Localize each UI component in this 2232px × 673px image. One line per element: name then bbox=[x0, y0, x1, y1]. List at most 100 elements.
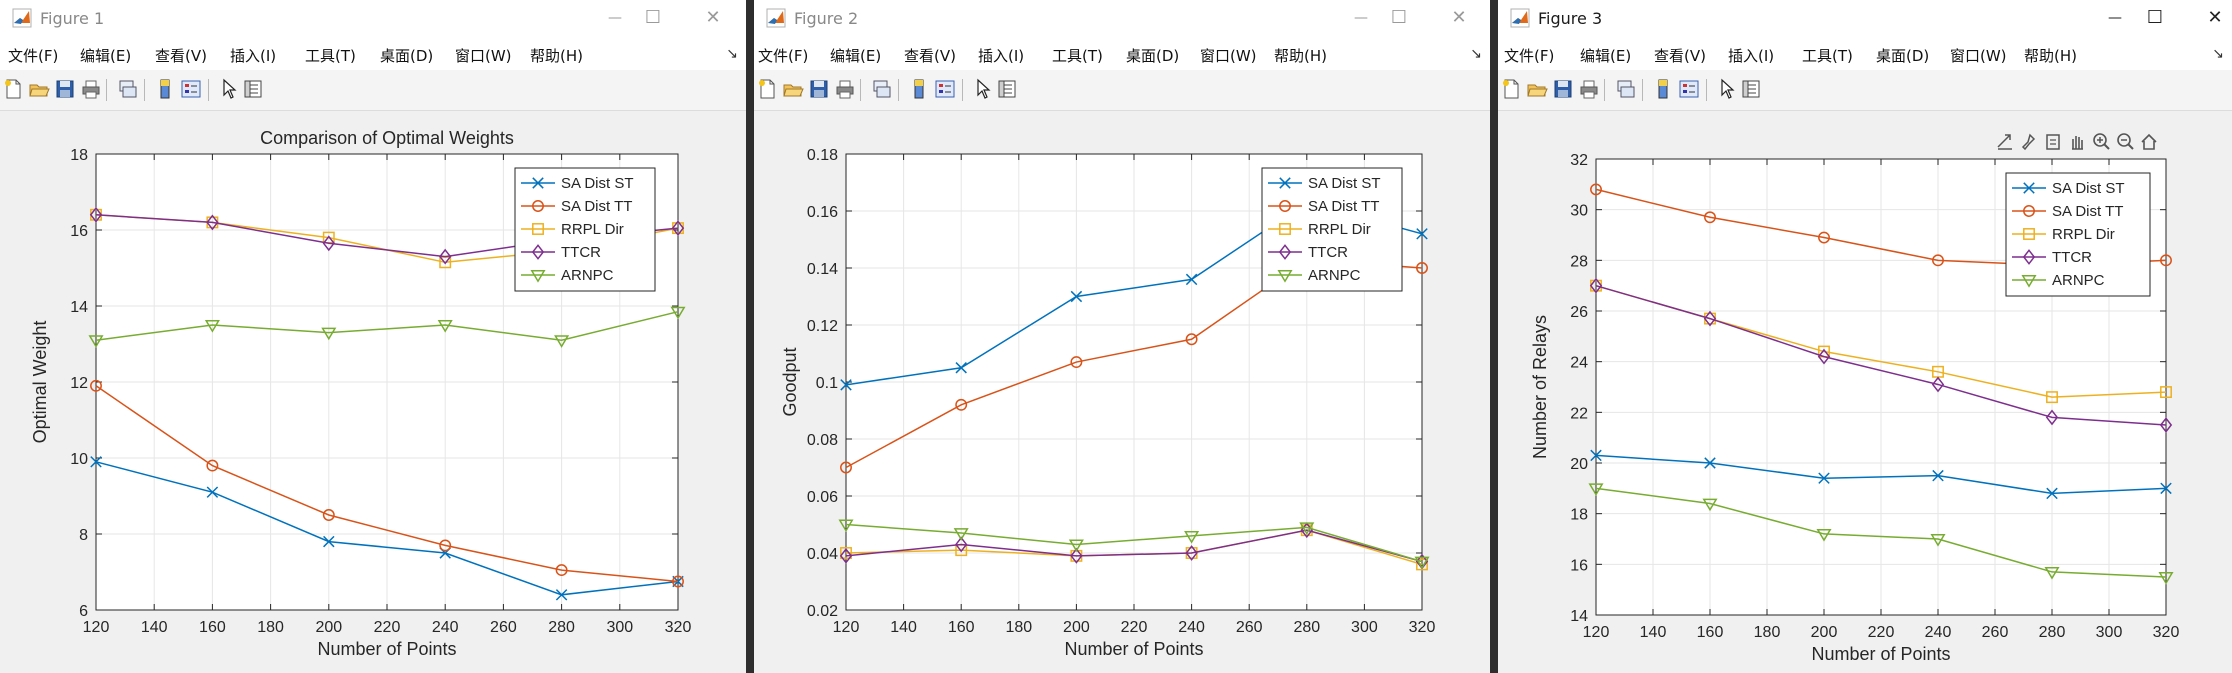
open-file-button[interactable] bbox=[782, 78, 804, 100]
y-tick-label: 6 bbox=[79, 603, 88, 620]
property-inspector-button[interactable] bbox=[996, 78, 1018, 100]
menu-item[interactable]: 编辑(E) bbox=[1580, 47, 1632, 65]
colorbar-button[interactable] bbox=[154, 78, 176, 100]
title-bar[interactable]: Figure 3 — ☐ ✕ bbox=[1498, 0, 2232, 36]
x-tick-label: 260 bbox=[490, 619, 517, 636]
legend-button[interactable] bbox=[934, 78, 956, 100]
print-button[interactable] bbox=[834, 78, 856, 100]
figure-canvas[interactable]: 120 140 160 180 200 220 240 260 280 300 320 6 8 10 12 1… bbox=[0, 111, 746, 673]
edit-plot-arrow-button[interactable] bbox=[218, 78, 240, 100]
property-inspector-button[interactable] bbox=[242, 78, 264, 100]
menu-item[interactable]: 文件(F) bbox=[8, 47, 59, 65]
maximize-button[interactable]: ☐ bbox=[1390, 7, 1408, 28]
legend-icon bbox=[181, 80, 201, 98]
menu-item[interactable]: 帮助(H) bbox=[1274, 47, 1327, 65]
menu-item[interactable]: 文件(F) bbox=[758, 47, 809, 65]
legend-button[interactable] bbox=[180, 78, 202, 100]
link-plot-button[interactable] bbox=[870, 78, 892, 100]
figure-window-1[interactable]: Figure 1 — ☐ ✕ 文件(F) 编辑(E) 查看(V) 插入(I) 工具(T) 桌面(D… bbox=[0, 0, 746, 673]
pan-icon[interactable] bbox=[2072, 136, 2083, 150]
line-chart[interactable]: 120 140 160 180 200 220 240 260 280 300 320 14 16 18 2… bbox=[1498, 111, 2232, 673]
minimize-button[interactable]: — bbox=[2108, 10, 2122, 26]
y-tick-label: 32 bbox=[1570, 152, 1588, 169]
property-inspector-button[interactable] bbox=[1740, 78, 1762, 100]
title-bar[interactable]: Figure 2 — ☐ ✕ bbox=[754, 0, 1490, 36]
close-button[interactable]: ✕ bbox=[705, 7, 721, 28]
menu-item[interactable]: 查看(V) bbox=[904, 47, 956, 65]
link-plot-button[interactable] bbox=[1614, 78, 1636, 100]
menu-item[interactable]: 帮助(H) bbox=[2024, 47, 2077, 65]
zoom-in-icon[interactable] bbox=[2093, 133, 2110, 150]
x-axis-label: Number of Points bbox=[317, 639, 456, 659]
save-button[interactable] bbox=[808, 78, 830, 100]
y-tick-label: 0.04 bbox=[807, 546, 838, 563]
new-figure-button[interactable] bbox=[2, 78, 24, 100]
y-tick-label: 30 bbox=[1570, 203, 1588, 220]
colorbar-button[interactable] bbox=[908, 78, 930, 100]
open-file-button[interactable] bbox=[1526, 78, 1548, 100]
x-tick-label: 140 bbox=[890, 619, 917, 636]
figure-canvas[interactable]: 120 140 160 180 200 220 240 260 280 300 320 14 16 18 2… bbox=[1498, 111, 2232, 673]
print-button[interactable] bbox=[1578, 78, 1600, 100]
zoom-out-icon[interactable] bbox=[2117, 133, 2134, 150]
close-button[interactable]: ✕ bbox=[2207, 7, 2223, 28]
open-file-button[interactable] bbox=[28, 78, 50, 100]
menu-item[interactable]: 帮助(H) bbox=[530, 47, 583, 65]
menu-item[interactable]: 插入(I) bbox=[978, 47, 1025, 65]
line-chart[interactable]: 120 140 160 180 200 220 240 260 280 300 320 0.02 0.0… bbox=[754, 111, 1490, 673]
new-figure-button[interactable] bbox=[1500, 78, 1522, 100]
menu-item[interactable]: 编辑(E) bbox=[80, 47, 132, 65]
menu-item[interactable]: 编辑(E) bbox=[830, 47, 882, 65]
y-tick-label: 0.18 bbox=[807, 147, 838, 164]
print-button[interactable] bbox=[80, 78, 102, 100]
minimize-button[interactable]: — bbox=[608, 10, 622, 26]
menu-item[interactable]: 插入(I) bbox=[230, 47, 277, 65]
menu-item[interactable]: 工具(T) bbox=[305, 47, 356, 65]
save-button[interactable] bbox=[1552, 78, 1574, 100]
datatip-icon[interactable] bbox=[2046, 134, 2060, 150]
x-tick-label: 300 bbox=[1351, 619, 1378, 636]
data-point bbox=[672, 575, 684, 588]
menu-item[interactable]: 查看(V) bbox=[155, 47, 207, 65]
export-icon[interactable] bbox=[1997, 134, 2012, 150]
line-chart[interactable]: 120 140 160 180 200 220 240 260 280 300 320 6 8 10 12 1… bbox=[0, 111, 746, 673]
minimize-button[interactable]: — bbox=[1354, 10, 1368, 26]
menu-item[interactable]: 窗口(W) bbox=[1200, 47, 1257, 65]
figure-window-2[interactable]: Figure 2 — ☐ ✕ 文件(F) 编辑(E) 查看(V) 插入(I) 工具(T) 桌面(D… bbox=[754, 0, 1490, 673]
menu-item[interactable]: 桌面(D) bbox=[1876, 47, 1930, 65]
menu-item[interactable]: 窗口(W) bbox=[1950, 47, 2007, 65]
close-button[interactable]: ✕ bbox=[1451, 7, 1467, 28]
new-figure-button[interactable] bbox=[756, 78, 778, 100]
colorbar-button[interactable] bbox=[1652, 78, 1674, 100]
home-icon[interactable] bbox=[2141, 133, 2157, 150]
menu-item[interactable]: 工具(T) bbox=[1052, 47, 1103, 65]
save-button[interactable] bbox=[54, 78, 76, 100]
menu-item[interactable]: 文件(F) bbox=[1504, 47, 1555, 65]
menu-overflow-icon[interactable]: ↘ bbox=[1470, 45, 1482, 61]
menu-item[interactable]: 桌面(D) bbox=[1126, 47, 1180, 65]
menu-item[interactable]: 桌面(D) bbox=[380, 47, 434, 65]
legend-entry: ARNPC bbox=[1268, 267, 1361, 284]
menu-item[interactable]: 插入(I) bbox=[1728, 47, 1775, 65]
maximize-button[interactable]: ☐ bbox=[644, 7, 662, 28]
legend-button[interactable] bbox=[1678, 78, 1700, 100]
menu-item[interactable]: 工具(T) bbox=[1802, 47, 1853, 65]
save-icon bbox=[810, 80, 828, 98]
maximize-button[interactable]: ☐ bbox=[2146, 7, 2164, 28]
edit-plot-arrow-button[interactable] bbox=[972, 78, 994, 100]
menu-overflow-icon[interactable]: ↘ bbox=[2212, 45, 2224, 61]
menu-item[interactable]: 查看(V) bbox=[1654, 47, 1706, 65]
legend[interactable]: SA Dist ST SA Dist TT RRPL Dir TTCR ARNPC bbox=[2005, 172, 2151, 297]
legend[interactable]: SA Dist ST SA Dist TT RRPL Dir TTCR ARNPC bbox=[1261, 167, 1403, 292]
menu-overflow-icon[interactable]: ↘ bbox=[726, 45, 738, 61]
menu-item[interactable]: 窗口(W) bbox=[455, 47, 512, 65]
y-tick-label: 16 bbox=[70, 223, 88, 240]
edit-plot-arrow-button[interactable] bbox=[1716, 78, 1738, 100]
link-plot-button[interactable] bbox=[116, 78, 138, 100]
figure-window-3[interactable]: Figure 3 — ☐ ✕ 文件(F) 编辑(E) 查看(V) 插入(I) 工具(T) 桌面(D… bbox=[1498, 0, 2232, 673]
title-bar[interactable]: Figure 1 — ☐ ✕ bbox=[0, 0, 746, 36]
legend[interactable]: SA Dist ST SA Dist TT RRPL Dir TTCR ARNPC bbox=[514, 167, 656, 292]
figure-canvas[interactable]: 120 140 160 180 200 220 240 260 280 300 320 0.02 0.0… bbox=[754, 111, 1490, 673]
x-tick-label: 220 bbox=[1121, 619, 1148, 636]
brush-icon[interactable] bbox=[2021, 133, 2036, 151]
